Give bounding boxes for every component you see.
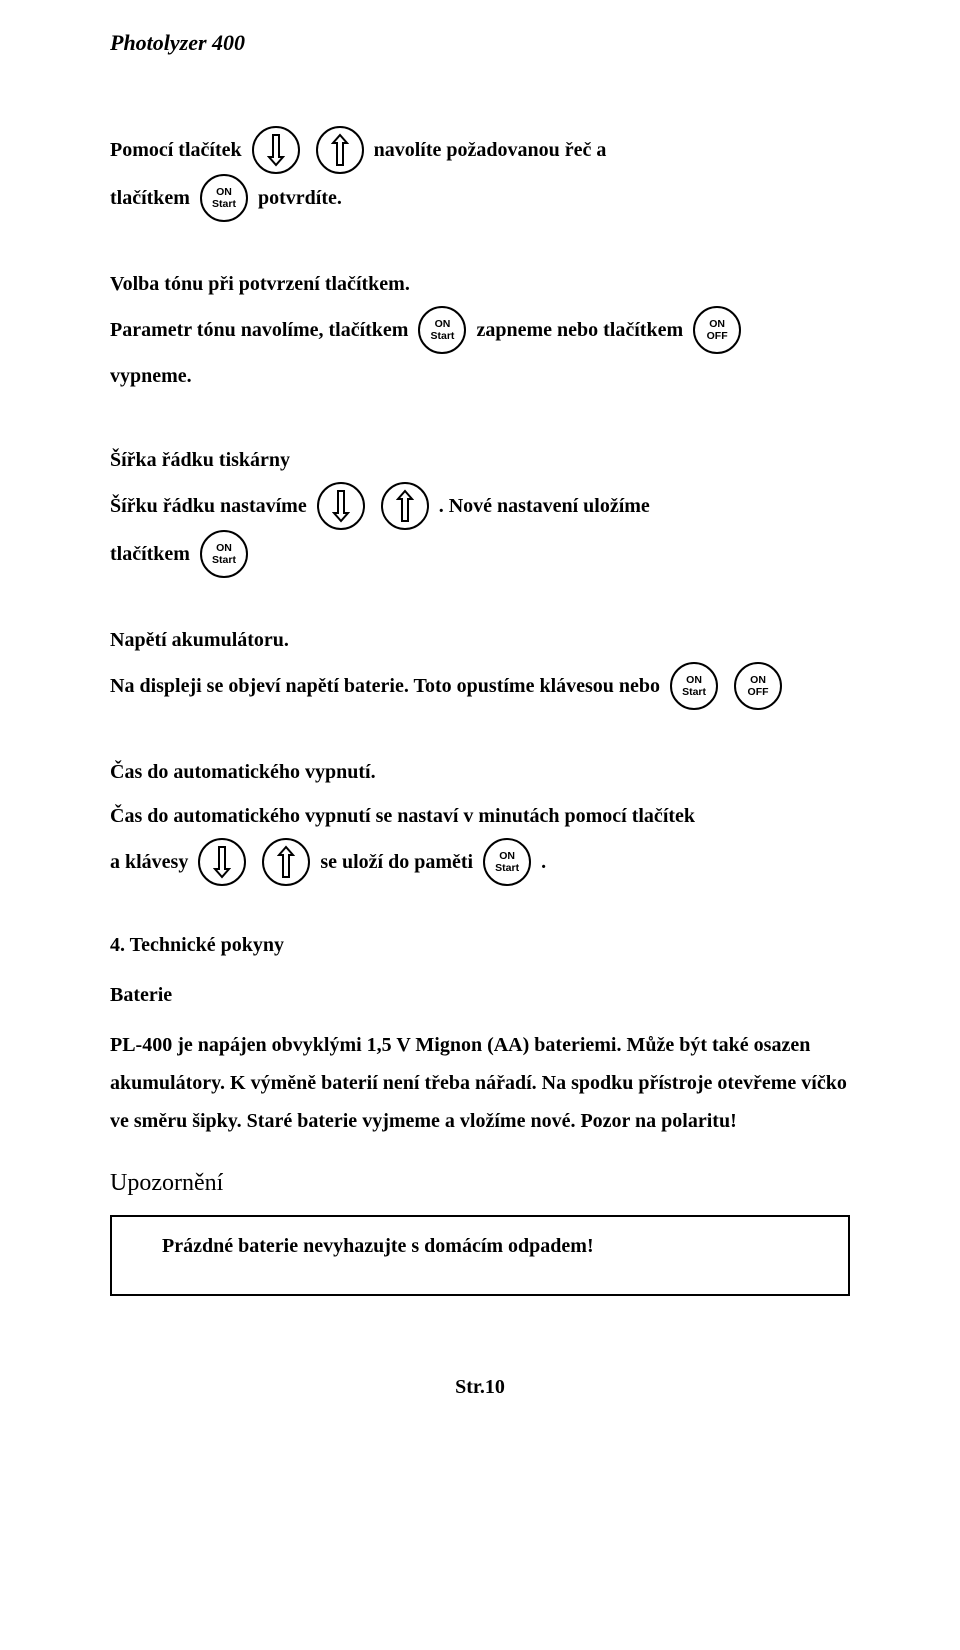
on-off-button-icon: ON OFF <box>693 306 741 354</box>
page-number: Str.10 <box>110 1376 850 1399</box>
paragraph-printer-width: Šířka řádku tiskárny Šířku řádku nastaví… <box>110 438 850 578</box>
body-text: PL-400 je napájen obvyklými 1,5 V Mignon… <box>110 1026 850 1140</box>
text: Parametr tónu navolíme, tlačítkem <box>110 308 408 352</box>
text: Na displeji se objeví napětí baterie. To… <box>110 664 660 708</box>
text: Čas do automatického vypnutí se nastaví … <box>110 794 850 838</box>
paragraph-tone-select: Volba tónu při potvrzení tlačítkem. Para… <box>110 262 850 398</box>
text: potvrdíte. <box>258 176 342 220</box>
on-start-button-icon: ON Start <box>418 306 466 354</box>
arrow-down-icon <box>252 126 300 174</box>
subheading: Volba tónu při potvrzení tlačítkem. <box>110 262 850 306</box>
text: vypneme. <box>110 354 850 398</box>
text: . Nové nastavení uložíme <box>439 484 650 528</box>
text: tlačítkem <box>110 176 190 220</box>
text: Šířku řádku nastavíme <box>110 484 307 528</box>
text: se uloží do paměti <box>320 840 473 884</box>
text: tlačítkem <box>110 532 190 576</box>
arrow-down-icon <box>198 838 246 886</box>
subheading: Napětí akumulátoru. <box>110 618 850 662</box>
warning-text: Prázdné baterie nevyhazujte s domácím od… <box>162 1235 594 1257</box>
subheading: Šířka řádku tiskárny <box>110 438 850 482</box>
text: navolíte požadovanou řeč a <box>374 128 607 172</box>
on-start-button-icon: ON Start <box>670 662 718 710</box>
arrow-up-icon <box>381 482 429 530</box>
text: Pomocí tlačítek <box>110 128 242 172</box>
arrow-up-icon <box>262 838 310 886</box>
warning-heading: Upozornění <box>110 1170 850 1197</box>
paragraph-battery-voltage: Napětí akumulátoru. Na displeji se objev… <box>110 618 850 710</box>
on-start-button-icon: ON Start <box>483 838 531 886</box>
on-start-button-icon: ON Start <box>200 530 248 578</box>
on-off-button-icon: ON OFF <box>734 662 782 710</box>
section-technical: 4. Technické pokyny Baterie PL-400 je na… <box>110 926 850 1140</box>
paragraph-language-select: Pomocí tlačítek navolíte požadovanou řeč… <box>110 126 850 222</box>
text: . <box>541 840 546 884</box>
document-title: Photolyzer 400 <box>110 30 850 56</box>
subheading: Čas do automatického vypnutí. <box>110 750 850 794</box>
arrow-down-icon <box>317 482 365 530</box>
warning-box: Prázdné baterie nevyhazujte s domácím od… <box>110 1215 850 1296</box>
paragraph-auto-off: Čas do automatického vypnutí. Čas do aut… <box>110 750 850 886</box>
subheading: Baterie <box>110 976 850 1014</box>
text: zapneme nebo tlačítkem <box>476 308 683 352</box>
arrow-up-icon <box>316 126 364 174</box>
on-start-button-icon: ON Start <box>200 174 248 222</box>
section-heading: 4. Technické pokyny <box>110 926 850 964</box>
text: a klávesy <box>110 840 188 884</box>
